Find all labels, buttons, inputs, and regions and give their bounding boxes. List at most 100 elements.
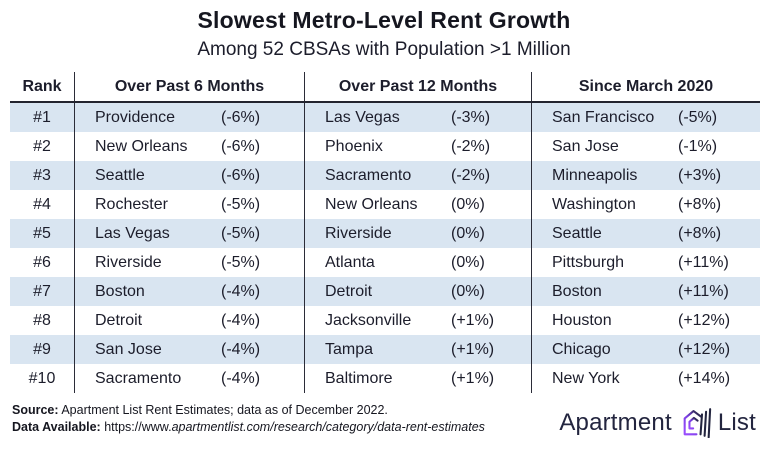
cell-6-months: Sacramento (-4%) [74, 364, 304, 393]
header-rank: Rank [22, 77, 62, 95]
cell-since-2020: Houston (+12%) [531, 306, 760, 335]
cell-6-months: Rochester (-5%) [74, 190, 304, 219]
cell-12-months: Baltimore (+1%) [304, 364, 531, 393]
city-name-6mo: Rochester [95, 195, 168, 213]
city-name-6mo: Riverside [95, 253, 162, 271]
city-name-6mo: Sacramento [95, 369, 182, 387]
city-name-6mo: Detroit [95, 311, 143, 329]
rank-value: #1 [33, 108, 51, 126]
table-row: #5 Las Vegas (-5%) Riverside (0%) Seattl… [10, 219, 760, 248]
table-row: #7 Boston (-4%) Detroit (0%) Boston (+11… [10, 277, 760, 306]
pct-value-since-2020: (+3%) [678, 166, 722, 184]
cell-6-months: Riverside (-5%) [74, 248, 304, 277]
cell-12-months: Phoenix (-2%) [304, 132, 531, 161]
pct-value-12mo: (0%) [451, 195, 485, 213]
city-name-6mo: New Orleans [95, 137, 188, 155]
footer: Source: Apartment List Rent Estimates; d… [12, 402, 485, 436]
city-name-6mo: San Jose [95, 340, 162, 358]
cell-since-2020: San Francisco (-5%) [531, 103, 760, 132]
cell-since-2020: Seattle (+8%) [531, 219, 760, 248]
logo-text-list: List [717, 408, 756, 436]
table-row: #8 Detroit (-4%) Jacksonville (+1%) Hous… [10, 306, 760, 335]
data-available-label: Data Available: [12, 420, 101, 434]
city-name-since-2020: Houston [552, 311, 612, 329]
header-since-march-2020: Since March 2020 [531, 72, 760, 101]
pct-value-6mo: (-5%) [221, 195, 261, 213]
city-name-since-2020: New York [552, 369, 620, 387]
city-name-12mo: Atlanta [325, 253, 375, 271]
cell-since-2020: Pittsburgh (+11%) [531, 248, 760, 277]
pct-value-12mo: (-2%) [451, 166, 491, 184]
city-name-since-2020: Pittsburgh [552, 253, 625, 271]
rank-cell: #10 [10, 364, 74, 393]
city-name-6mo: Seattle [95, 166, 145, 184]
rank-value: #3 [33, 166, 51, 184]
cell-12-months: New Orleans (0%) [304, 190, 531, 219]
rank-cell: #1 [10, 103, 74, 132]
city-name-since-2020: Boston [552, 282, 602, 300]
cell-6-months: Las Vegas (-5%) [74, 219, 304, 248]
city-name-6mo: Las Vegas [95, 224, 170, 242]
cell-12-months: Detroit (0%) [304, 277, 531, 306]
rank-value: #8 [33, 311, 51, 329]
table-row: #2 New Orleans (-6%) Phoenix (-2%) San J… [10, 132, 760, 161]
rank-value: #9 [33, 340, 51, 358]
pct-value-12mo: (0%) [451, 224, 485, 242]
pct-value-since-2020: (+12%) [678, 311, 731, 329]
rank-cell: #9 [10, 335, 74, 364]
pct-value-6mo: (-4%) [221, 340, 261, 358]
data-available-line: Data Available: https://www.apartmentlis… [12, 419, 485, 436]
city-name-12mo: Phoenix [325, 137, 383, 155]
cell-12-months: Tampa (+1%) [304, 335, 531, 364]
city-name-12mo: Detroit [325, 282, 373, 300]
data-url-link[interactable]: https://www.apartmentlist.com/research/c… [104, 420, 485, 434]
pct-value-6mo: (-5%) [221, 224, 261, 242]
pct-value-12mo: (+1%) [451, 369, 495, 387]
cell-6-months: Seattle (-6%) [74, 161, 304, 190]
rent-growth-table: Rank Over Past 6 Months Over Past 12 Mon… [10, 72, 760, 393]
rank-cell: #6 [10, 248, 74, 277]
url-path: apartmentlist.com/research/category/data… [171, 420, 485, 434]
pct-value-6mo: (-4%) [221, 369, 261, 387]
city-name-12mo: Baltimore [325, 369, 393, 387]
city-name-since-2020: Chicago [552, 340, 611, 358]
rank-cell: #2 [10, 132, 74, 161]
cell-since-2020: Minneapolis (+3%) [531, 161, 760, 190]
rank-value: #6 [33, 253, 51, 271]
pct-value-since-2020: (-1%) [678, 137, 718, 155]
cell-6-months: San Jose (-4%) [74, 335, 304, 364]
table-row: #9 San Jose (-4%) Tampa (+1%) Chicago (+… [10, 335, 760, 364]
cell-since-2020: Boston (+11%) [531, 277, 760, 306]
pct-value-12mo: (-2%) [451, 137, 491, 155]
cell-12-months: Atlanta (0%) [304, 248, 531, 277]
cell-since-2020: San Jose (-1%) [531, 132, 760, 161]
pct-value-12mo: (0%) [451, 282, 485, 300]
header-past-12-months: Over Past 12 Months [304, 72, 531, 101]
city-name-6mo: Providence [95, 108, 176, 126]
table-row: #6 Riverside (-5%) Atlanta (0%) Pittsbur… [10, 248, 760, 277]
rank-cell: #8 [10, 306, 74, 335]
cell-12-months: Riverside (0%) [304, 219, 531, 248]
pct-value-12mo: (+1%) [451, 311, 495, 329]
cell-since-2020: Washington (+8%) [531, 190, 760, 219]
pct-value-12mo: (0%) [451, 253, 485, 271]
pct-value-6mo: (-4%) [221, 311, 261, 329]
rank-cell: #3 [10, 161, 74, 190]
city-name-12mo: Tampa [325, 340, 374, 358]
rank-value: #2 [33, 137, 51, 155]
rank-cell: #4 [10, 190, 74, 219]
rank-value: #10 [28, 369, 56, 387]
pct-value-6mo: (-6%) [221, 166, 261, 184]
pct-value-6mo: (-5%) [221, 253, 261, 271]
logo-text-apartment: Apartment [559, 408, 672, 436]
table-header-row: Rank Over Past 6 Months Over Past 12 Mon… [10, 72, 760, 103]
pct-value-6mo: (-6%) [221, 108, 261, 126]
city-name-since-2020: Washington [552, 195, 636, 213]
apartment-list-house-icon [683, 408, 712, 438]
city-name-12mo: Jacksonville [325, 311, 412, 329]
table-row: #4 Rochester (-5%) New Orleans (0%) Wash… [10, 190, 760, 219]
pct-value-12mo: (+1%) [451, 340, 495, 358]
cell-12-months: Sacramento (-2%) [304, 161, 531, 190]
cell-since-2020: Chicago (+12%) [531, 335, 760, 364]
